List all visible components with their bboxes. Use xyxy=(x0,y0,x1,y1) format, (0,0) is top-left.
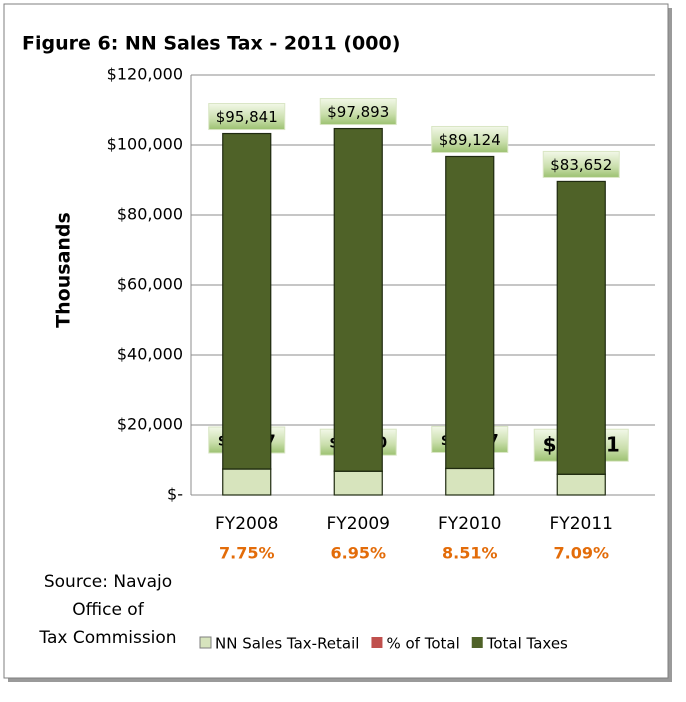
y-tick-label: $120,000 xyxy=(107,65,183,84)
data-label: $97,893 xyxy=(327,103,389,121)
percent-label: 7.75% xyxy=(219,544,275,563)
source-note: Source: Navajo xyxy=(44,572,172,592)
legend-label: % of Total xyxy=(386,635,459,653)
bar-segment xyxy=(557,474,605,495)
legend-swatch xyxy=(371,637,382,648)
legend-swatch xyxy=(200,637,211,648)
percent-label: 6.95% xyxy=(330,544,386,563)
data-label: $95,841 xyxy=(216,108,278,126)
bar-segment xyxy=(223,469,271,495)
y-tick-label: $60,000 xyxy=(117,275,183,294)
percent-label: 7.09% xyxy=(553,544,609,563)
bar-segment xyxy=(334,129,382,472)
data-label: $89,124 xyxy=(439,131,501,149)
bar-segment xyxy=(334,471,382,495)
y-tick-label: $20,000 xyxy=(117,415,183,434)
y-tick-label: $100,000 xyxy=(107,135,183,154)
bar-segment xyxy=(223,134,271,469)
source-note: Tax Commission xyxy=(38,628,176,648)
x-tick-label: FY2010 xyxy=(438,514,501,534)
data-label: $83,652 xyxy=(550,156,612,174)
bar-segment xyxy=(446,156,494,468)
y-tick-label: $- xyxy=(167,485,183,504)
x-tick-label: FY2011 xyxy=(550,514,613,534)
x-tick-label: FY2009 xyxy=(327,514,390,534)
percent-label: 8.51% xyxy=(442,544,498,563)
bar-segment xyxy=(446,468,494,495)
x-tick-label: FY2008 xyxy=(215,514,278,534)
legend-label: Total Taxes xyxy=(486,635,568,653)
source-note: Office of xyxy=(72,600,144,620)
legend-swatch xyxy=(472,637,483,648)
chart-title: Figure 6: NN Sales Tax - 2011 (000) xyxy=(22,33,400,55)
bar-segment xyxy=(557,181,605,474)
y-tick-label: $40,000 xyxy=(117,345,183,364)
y-axis-label: Thousands xyxy=(53,212,75,328)
y-tick-label: $80,000 xyxy=(117,205,183,224)
legend-label: NN Sales Tax-Retail xyxy=(215,635,359,653)
